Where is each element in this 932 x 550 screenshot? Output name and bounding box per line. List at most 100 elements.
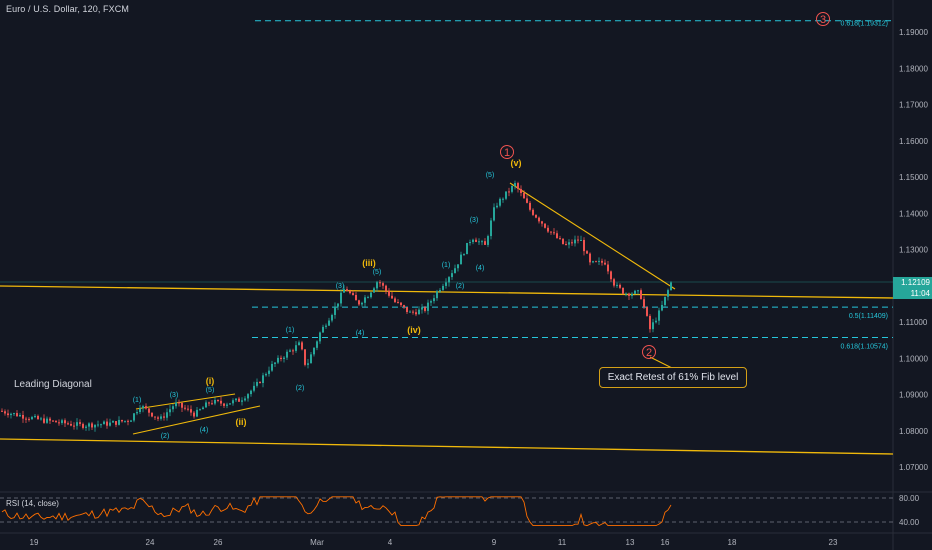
- candle-body: [208, 402, 210, 404]
- candle-body: [145, 406, 147, 409]
- current-price-value: 1.12109: [901, 278, 930, 287]
- candle-body: [526, 198, 528, 203]
- candle-body: [46, 418, 48, 423]
- candle-body: [442, 285, 444, 290]
- x-tick-label: Mar: [310, 538, 324, 547]
- candle-body: [76, 422, 78, 426]
- x-tick-label: 24: [146, 538, 155, 547]
- candle-body: [535, 214, 537, 218]
- candle-body: [634, 290, 636, 294]
- candle-body: [643, 299, 645, 308]
- candle-body: [379, 282, 381, 284]
- candle-body: [103, 421, 105, 425]
- wave-label-minor: (1): [286, 327, 295, 334]
- candle-body: [163, 416, 165, 418]
- countdown-value: 11:04: [911, 289, 931, 298]
- countdown-tag: [893, 288, 932, 299]
- wave-label-minor: (5): [206, 387, 215, 394]
- candle-body: [298, 342, 300, 346]
- y-tick-label: 1.10000: [899, 354, 928, 363]
- wave-label-minor: (4): [356, 330, 365, 337]
- y-tick-label: 1.09000: [899, 391, 928, 400]
- candle-body: [415, 312, 417, 315]
- candle-body: [391, 295, 393, 299]
- candle-body: [52, 420, 54, 422]
- y-tick-label: 1.08000: [899, 427, 928, 436]
- candle-body: [319, 332, 321, 342]
- candle-body: [106, 421, 108, 426]
- candle-body: [184, 407, 186, 409]
- candle-body: [277, 357, 279, 363]
- wave-label-intermediate: (ii): [236, 417, 247, 427]
- candle-body: [382, 283, 384, 286]
- candle-body: [112, 421, 114, 423]
- candle-body: [259, 382, 261, 384]
- candle-body: [82, 423, 84, 428]
- wave-label-minor: (2): [161, 433, 170, 440]
- candle-body: [247, 394, 249, 399]
- candle-body: [481, 241, 483, 243]
- candle-body: [256, 382, 258, 386]
- rsi-indicator-label[interactable]: RSI (14, close): [6, 499, 59, 508]
- candle-body: [244, 398, 246, 401]
- candle-body: [292, 350, 294, 352]
- candle-body: [496, 205, 498, 208]
- candle-body: [196, 409, 198, 417]
- candle-body: [331, 314, 333, 321]
- candle-body: [142, 406, 144, 409]
- wave-label-minor: (5): [373, 269, 382, 276]
- candle-body: [409, 311, 411, 313]
- candle-body: [94, 424, 96, 428]
- wave-label-minor: (4): [200, 427, 209, 434]
- candle-body: [271, 363, 273, 371]
- candle-body: [604, 262, 606, 265]
- candle-body: [304, 349, 306, 365]
- candle-body: [586, 251, 588, 254]
- candle-body: [610, 271, 612, 280]
- candle-body: [622, 287, 624, 294]
- rsi-level-label: 40.00: [899, 518, 920, 527]
- diagonal-upper-line: [135, 393, 236, 410]
- candle-body: [385, 285, 387, 291]
- candle-body: [181, 402, 183, 408]
- fib-retest-callout[interactable]: Exact Retest of 61% Fib level: [599, 367, 747, 388]
- wave-label-intermediate: (iii): [362, 258, 376, 268]
- candle-body: [28, 418, 30, 420]
- candle-body: [19, 414, 21, 417]
- wave-label-primary: 2: [646, 347, 652, 359]
- candle-body: [445, 282, 447, 286]
- candle-body: [214, 399, 216, 404]
- y-tick-label: 1.19000: [899, 28, 928, 37]
- candle-body: [115, 421, 117, 425]
- candle-body: [226, 404, 228, 406]
- wave-label-minor: (2): [456, 283, 465, 290]
- candle-body: [286, 351, 288, 358]
- candle-body: [205, 402, 207, 408]
- candle-body: [160, 416, 162, 419]
- candle-body: [499, 198, 501, 206]
- candle-body: [253, 385, 255, 391]
- candle-body: [40, 418, 42, 420]
- candle-body: [523, 192, 525, 199]
- candle-body: [301, 342, 303, 350]
- fib-level-label: 0.5(1.11409): [849, 313, 888, 320]
- candle-body: [562, 238, 564, 245]
- candle-body: [469, 242, 471, 244]
- wave-label-minor: (5): [486, 172, 495, 179]
- candle-body: [187, 408, 189, 410]
- candle-body: [460, 254, 462, 265]
- candle-body: [484, 241, 486, 245]
- candle-body: [364, 297, 366, 303]
- y-tick-label: 1.13000: [899, 246, 928, 255]
- rsi-line: [1, 496, 672, 527]
- candle-body: [250, 390, 252, 395]
- candle-body: [88, 423, 90, 427]
- candle-body: [616, 284, 618, 286]
- candle-body: [502, 198, 504, 200]
- candle-body: [70, 423, 72, 426]
- candle-body: [7, 413, 9, 416]
- wave-label-primary: 3: [820, 14, 826, 26]
- x-tick-label: 23: [829, 538, 838, 547]
- candle-body: [532, 209, 534, 215]
